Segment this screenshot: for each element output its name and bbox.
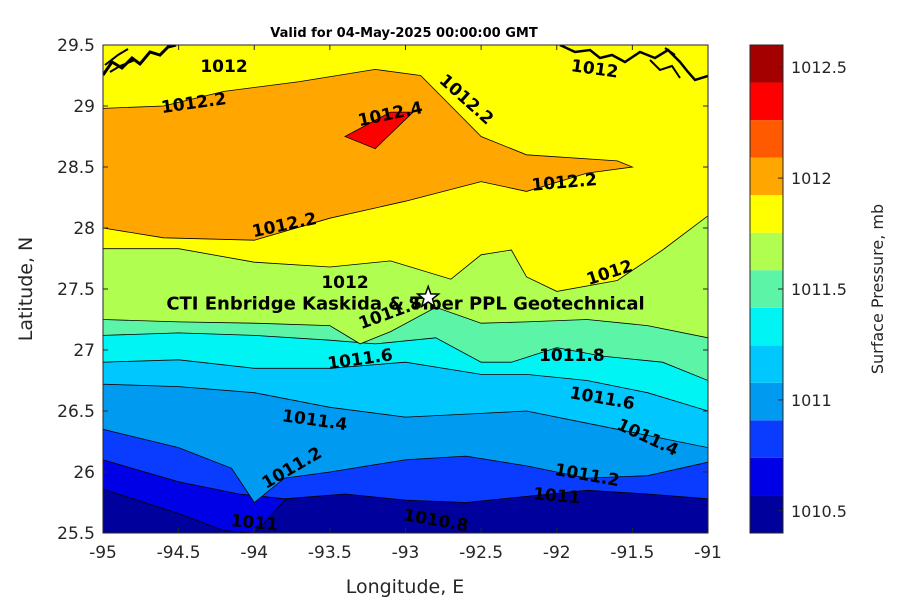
- colorbar-swatch: [750, 420, 783, 458]
- contour-band-1012-4: [344, 111, 415, 150]
- coastline-east: [559, 45, 708, 82]
- x-tick-label: -93.5: [308, 543, 352, 563]
- colorbar-tick-label: 1011.5: [791, 280, 847, 299]
- colorbar-swatch: [750, 120, 783, 158]
- x-tick-label: -93: [392, 543, 420, 563]
- contour-label: 1011: [230, 511, 279, 535]
- y-tick-label: 29.5: [57, 36, 95, 56]
- colorbar-ticks: 1010.5 1011 1011.5 1012 1012.5: [778, 58, 847, 521]
- contour-label: 1011: [532, 484, 581, 508]
- x-tick-label: -92.5: [459, 543, 503, 563]
- contour-label: 1012: [200, 57, 247, 77]
- contour-label: 1012: [321, 273, 368, 293]
- y-tick-label: 25.5: [57, 524, 95, 544]
- plot-title: Valid for 04-May-2025 00:00:00 GMT: [270, 26, 538, 41]
- colorbar-swatch: [750, 195, 783, 233]
- colorbar: [750, 45, 783, 533]
- x-tick-label: -91: [694, 543, 722, 563]
- x-axis-label: Longitude, E: [346, 576, 465, 598]
- colorbar-tick-label: 1012: [791, 169, 832, 188]
- contour-band-1012-2: [103, 68, 634, 241]
- y-tick-label: 26: [73, 463, 95, 483]
- x-tick-label: -91.5: [610, 543, 654, 563]
- y-axis-label: Latitude, N: [15, 237, 37, 342]
- coastline-west: [103, 45, 177, 76]
- colorbar-tick-label: 1011: [791, 391, 832, 410]
- contour-label: 1011.8: [539, 346, 605, 366]
- y-tick-label: 28.5: [57, 158, 95, 178]
- y-tick-label: 27.5: [57, 280, 95, 300]
- colorbar-swatch: [750, 345, 783, 383]
- x-tick-label: -94.5: [157, 543, 201, 563]
- site-star-marker: [415, 284, 441, 309]
- x-tick-label: -94: [240, 543, 268, 563]
- colorbar-tick-label: 1012.5: [791, 58, 847, 77]
- x-tick-label: -95: [89, 543, 117, 563]
- colorbar-swatch: [750, 45, 783, 83]
- colorbar-tick-label: 1010.5: [791, 502, 847, 521]
- colorbar-swatch: [750, 382, 783, 421]
- y-tick-label: 27: [73, 341, 95, 361]
- colorbar-swatch: [750, 457, 783, 496]
- colorbar-swatch: [750, 270, 783, 308]
- contour-bands: [103, 45, 708, 533]
- coastline-east-detail: [649, 47, 681, 79]
- colorbar-swatch: [750, 232, 783, 271]
- colorbar-swatch: [750, 307, 783, 346]
- colorbar-swatch: [750, 157, 783, 196]
- y-tick-label: 26.5: [57, 402, 95, 422]
- colorbar-swatch: [750, 495, 783, 533]
- coastline: [103, 45, 708, 82]
- site-annotation: CTI Enbridge Kaskida & Tiber PPL Geotech…: [166, 294, 644, 315]
- colorbar-swatch: [750, 82, 783, 121]
- coastline-west-detail: [104, 48, 136, 73]
- y-tick-label: 28: [73, 219, 95, 239]
- x-tick-label: -92: [543, 543, 571, 563]
- colorbar-label: Surface Pressure, mb: [868, 204, 887, 374]
- y-axis-ticks: 25.5 26 26.5 27 27.5 28 28.5 29 29.5: [57, 36, 708, 544]
- y-tick-label: 29: [73, 97, 95, 117]
- x-axis-ticks: -95 -94.5 -94 -93.5 -93 -92.5 -92 -91.5 -91: [89, 45, 722, 563]
